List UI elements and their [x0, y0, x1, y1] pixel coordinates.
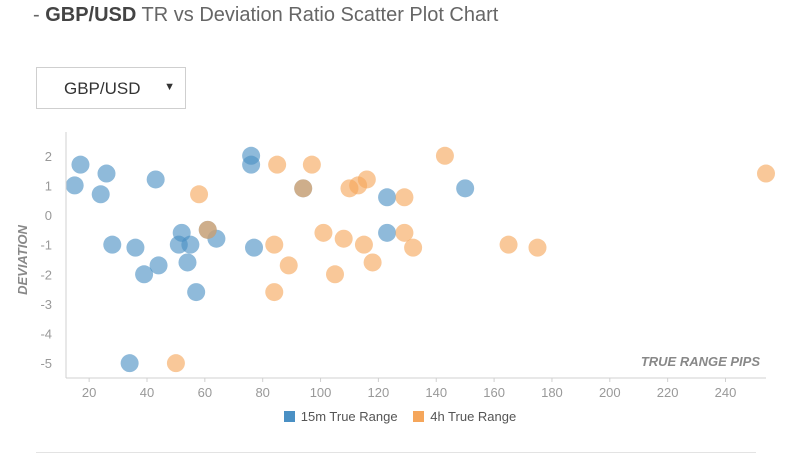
point-4h[interactable] — [265, 235, 284, 254]
x-tick-label: 180 — [541, 385, 563, 400]
point-15m[interactable] — [242, 155, 261, 174]
x-tick-label: 140 — [425, 385, 447, 400]
point-4h[interactable] — [395, 188, 414, 207]
legend-label-4h: 4h True Range — [430, 409, 517, 425]
point-4h[interactable] — [334, 229, 353, 248]
point-15m[interactable] — [187, 283, 206, 302]
x-tick-label: 60 — [198, 385, 212, 400]
point-15m[interactable] — [126, 238, 145, 257]
series-15m-points — [65, 146, 475, 373]
point-4h[interactable] — [314, 223, 333, 242]
x-tick-label: 40 — [140, 385, 154, 400]
point-4h[interactable] — [357, 170, 376, 189]
y-tick-label: 1 — [45, 178, 52, 193]
point-4h[interactable] — [326, 265, 345, 284]
point-4h[interactable] — [757, 164, 775, 183]
point-15m[interactable] — [178, 253, 197, 272]
point-4h[interactable] — [190, 185, 209, 204]
x-tick-label: 240 — [715, 385, 737, 400]
point-15m[interactable] — [120, 354, 139, 373]
point-15m[interactable] — [456, 179, 475, 198]
point-4h[interactable] — [294, 179, 313, 198]
bottom-divider — [36, 452, 756, 453]
triangle-down-icon: ▼ — [164, 81, 175, 93]
point-15m[interactable] — [378, 188, 397, 207]
x-tick-label: 200 — [599, 385, 621, 400]
point-4h[interactable] — [198, 220, 217, 239]
x-tick-label: 220 — [657, 385, 679, 400]
y-tick-label: -4 — [40, 327, 52, 342]
y-tick-label: -1 — [40, 238, 52, 253]
point-4h[interactable] — [528, 238, 547, 257]
point-4h[interactable] — [435, 146, 454, 165]
legend-swatch-4h — [413, 411, 425, 423]
point-15m[interactable] — [378, 223, 397, 242]
y-axis-title: DEVIATION — [15, 224, 30, 294]
point-4h[interactable] — [166, 354, 185, 373]
chart-legend: 15m True Range 4h True Range — [0, 408, 800, 424]
x-tick-label: 100 — [310, 385, 332, 400]
point-4h[interactable] — [404, 238, 423, 257]
x-tick-labels: 20 40 60 80 100 120 140 160 180 200 220 240 — [82, 378, 736, 400]
legend-item-4h[interactable]: 4h True Range — [413, 409, 516, 424]
y-tick-label: -5 — [40, 356, 52, 371]
point-15m[interactable] — [65, 176, 84, 195]
x-tick-label: 20 — [82, 385, 96, 400]
point-15m[interactable] — [149, 256, 168, 275]
x-tick-label: 120 — [368, 385, 390, 400]
y-tick-label: 0 — [45, 208, 52, 223]
x-tick-label: 160 — [483, 385, 505, 400]
point-15m[interactable] — [245, 238, 264, 257]
point-15m[interactable] — [103, 235, 122, 254]
legend-label-15m: 15m True Range — [300, 409, 398, 425]
scatter-plot: 20 40 60 80 100 120 140 160 180 200 220 240 2 1 0 -1 -2… — [15, 132, 775, 400]
legend-swatch-15m — [283, 411, 295, 423]
x-tick-label: 80 — [255, 385, 269, 400]
point-15m[interactable] — [91, 185, 110, 204]
point-4h[interactable] — [279, 256, 298, 275]
y-tick-label: -2 — [40, 267, 52, 282]
currency-pair-label: GBP/USD — [45, 4, 137, 26]
point-4h[interactable] — [268, 155, 287, 174]
point-4h[interactable] — [395, 223, 414, 242]
chart-title: - GBP/USD TR vs Deviation Ratio Scatter … — [33, 4, 499, 26]
currency-pair-dropdown[interactable]: GBP/USD ▼ — [36, 67, 186, 109]
point-4h[interactable] — [302, 155, 321, 174]
point-15m[interactable] — [181, 235, 200, 254]
point-4h[interactable] — [354, 235, 373, 254]
y-tick-labels: 2 1 0 -1 -2 -3 -4 -5 — [40, 149, 52, 371]
dropdown-selected-value: GBP/USD — [64, 79, 141, 98]
y-tick-label: 2 — [45, 149, 52, 164]
point-15m[interactable] — [97, 164, 116, 183]
point-4h[interactable] — [363, 253, 382, 272]
series-4h-points — [166, 146, 775, 373]
y-tick-label: -3 — [40, 297, 52, 312]
legend-item-15m[interactable]: 15m True Range — [283, 409, 398, 425]
point-4h[interactable] — [265, 283, 284, 302]
x-axis-title: TRUE RANGE PIPS — [641, 354, 761, 369]
point-15m[interactable] — [146, 170, 165, 189]
point-4h[interactable] — [499, 235, 518, 254]
point-15m[interactable] — [71, 155, 90, 174]
point-15m[interactable] — [135, 265, 154, 284]
